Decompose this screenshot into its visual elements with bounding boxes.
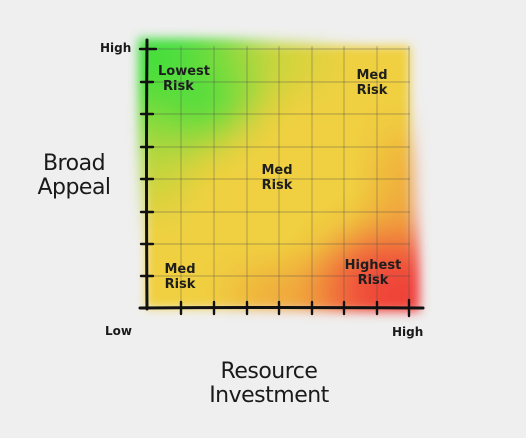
quadrant-bottom-right-label: Highest Risk bbox=[341, 258, 405, 288]
quadrant-bottom-left-line2: Risk bbox=[164, 277, 196, 292]
quadrant-bottom-left-label: Med Risk bbox=[154, 262, 206, 292]
grid-lines bbox=[146, 46, 410, 308]
x-axis-title-line1: Resource bbox=[220, 359, 318, 384]
quadrant-top-left-line2: Risk bbox=[163, 79, 194, 94]
quadrant-top-right-label: Med Risk bbox=[346, 68, 398, 98]
x-axis-ticks bbox=[179, 298, 411, 318]
y-axis-high-label: High bbox=[100, 41, 132, 55]
quadrant-top-left-label: Lowest Risk bbox=[154, 64, 214, 94]
quadrant-center-line1: Med bbox=[261, 163, 293, 178]
y-axis-line bbox=[145, 38, 149, 311]
quadrant-center-label: Med Risk bbox=[251, 163, 303, 193]
quadrant-center-line2: Risk bbox=[261, 178, 293, 193]
quadrant-bottom-right-line1: Highest bbox=[344, 258, 402, 273]
x-axis-title: Resource Investment bbox=[196, 360, 342, 408]
quadrant-top-right-line2: Risk bbox=[356, 83, 388, 98]
quadrant-top-right-line1: Med bbox=[356, 68, 388, 83]
y-axis-title-line2: Appeal bbox=[37, 175, 111, 200]
x-axis-high-label: High bbox=[392, 325, 424, 339]
y-axis-title-line1: Broad bbox=[42, 151, 106, 176]
risk-gradient bbox=[138, 38, 420, 312]
y-axis-ticks bbox=[138, 47, 158, 278]
y-axis-title: Broad Appeal bbox=[36, 152, 112, 200]
quadrant-bottom-left-line1: Med bbox=[164, 262, 196, 277]
x-axis-low-label: Low bbox=[105, 324, 132, 338]
x-axis-line bbox=[138, 306, 425, 310]
quadrant-top-left-line1: Lowest bbox=[158, 64, 210, 79]
quadrant-bottom-right-line2: Risk bbox=[357, 273, 389, 288]
x-axis-title-line2: Investment bbox=[209, 383, 329, 408]
